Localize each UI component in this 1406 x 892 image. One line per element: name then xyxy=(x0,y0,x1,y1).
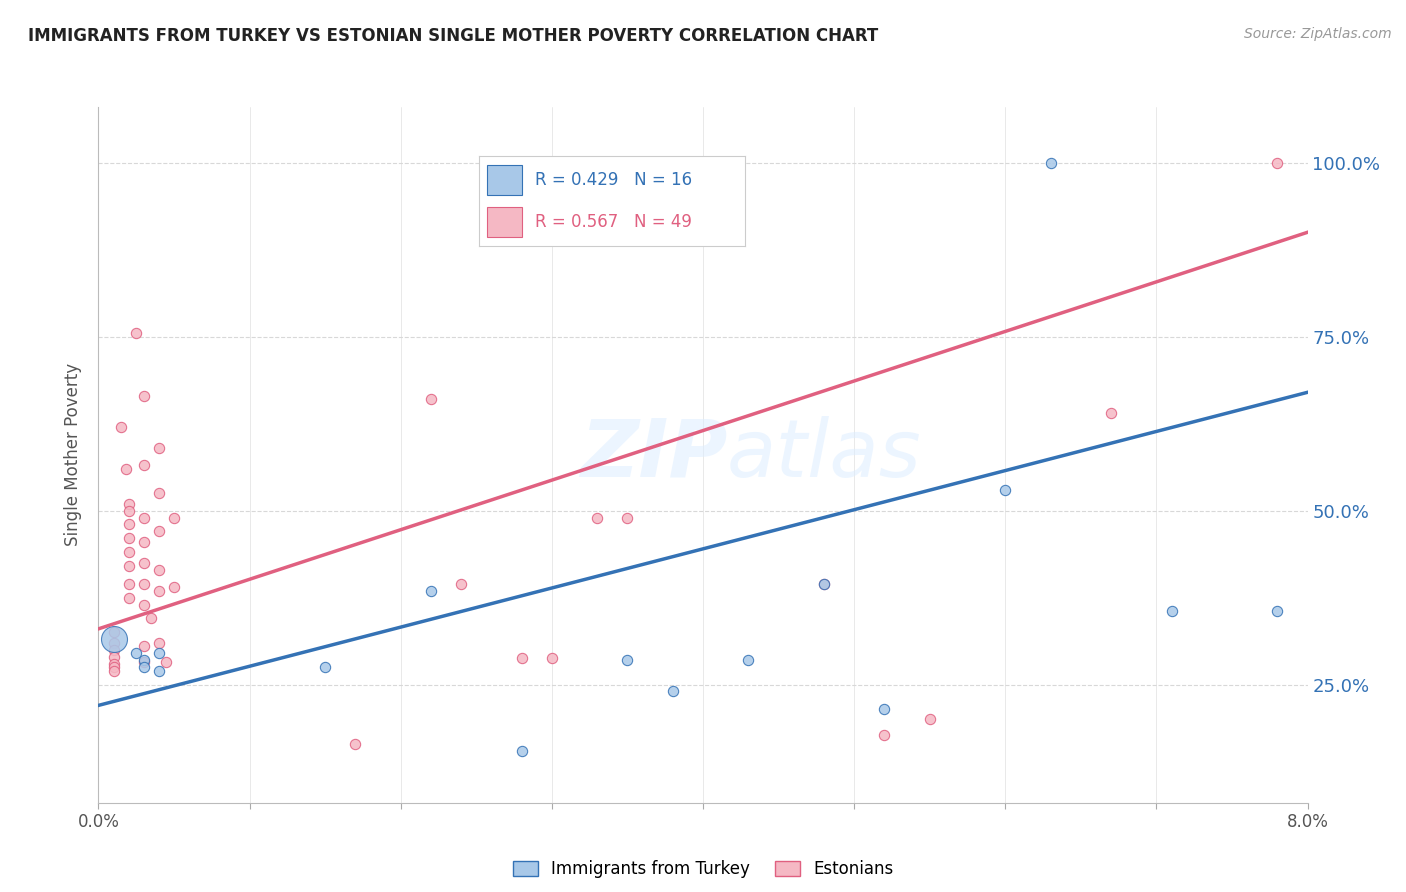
Point xyxy=(813,576,835,591)
Point xyxy=(132,556,155,570)
Point xyxy=(918,712,941,726)
Point xyxy=(1160,605,1182,619)
Point xyxy=(132,576,155,591)
Point xyxy=(873,728,896,742)
Point xyxy=(1267,155,1289,169)
Bar xyxy=(488,207,522,237)
Point xyxy=(163,580,186,594)
Point xyxy=(103,632,125,647)
Bar xyxy=(488,165,522,194)
Point xyxy=(118,503,141,517)
Point xyxy=(616,653,638,667)
Point xyxy=(1039,155,1062,169)
Point xyxy=(510,651,533,665)
Point xyxy=(132,655,155,669)
Point xyxy=(148,524,170,539)
Text: R = 0.567   N = 49: R = 0.567 N = 49 xyxy=(536,213,692,231)
Point xyxy=(103,636,125,650)
Point xyxy=(155,655,177,669)
Point xyxy=(103,660,125,674)
Point xyxy=(118,591,141,605)
Legend: Immigrants from Turkey, Estonians: Immigrants from Turkey, Estonians xyxy=(506,854,900,885)
Point xyxy=(103,664,125,678)
Point xyxy=(132,510,155,524)
Point xyxy=(103,625,125,640)
Point xyxy=(110,420,132,434)
Text: Source: ZipAtlas.com: Source: ZipAtlas.com xyxy=(1244,27,1392,41)
Point xyxy=(118,532,141,546)
Point xyxy=(148,636,170,650)
Point xyxy=(125,326,148,340)
Point xyxy=(118,545,141,559)
Point xyxy=(118,576,141,591)
Point xyxy=(994,483,1017,497)
Point xyxy=(132,639,155,653)
Point xyxy=(420,392,443,407)
Y-axis label: Single Mother Poverty: Single Mother Poverty xyxy=(65,363,83,547)
Point xyxy=(132,653,155,667)
Point xyxy=(344,737,367,751)
Point xyxy=(141,611,163,625)
Point xyxy=(1099,406,1122,420)
Point xyxy=(132,598,155,612)
Point xyxy=(450,576,472,591)
Point xyxy=(103,649,125,664)
Point xyxy=(813,576,835,591)
Point xyxy=(118,517,141,532)
Text: ZIP: ZIP xyxy=(579,416,727,494)
Point xyxy=(737,653,759,667)
Point xyxy=(1267,605,1289,619)
Point xyxy=(132,660,155,674)
Text: atlas: atlas xyxy=(727,416,922,494)
Point xyxy=(420,583,443,598)
Point xyxy=(118,497,141,511)
Point xyxy=(510,744,533,758)
Point xyxy=(314,660,336,674)
Point xyxy=(114,462,136,476)
Point xyxy=(163,510,186,524)
Point xyxy=(132,458,155,473)
Text: IMMIGRANTS FROM TURKEY VS ESTONIAN SINGLE MOTHER POVERTY CORRELATION CHART: IMMIGRANTS FROM TURKEY VS ESTONIAN SINGL… xyxy=(28,27,879,45)
Point xyxy=(541,651,564,665)
Point xyxy=(586,510,609,524)
Point xyxy=(148,664,170,678)
Point xyxy=(103,642,125,657)
Point xyxy=(148,563,170,577)
Point xyxy=(616,510,638,524)
Point xyxy=(873,702,896,716)
Point xyxy=(148,646,170,660)
Point xyxy=(118,559,141,574)
Point xyxy=(103,657,125,671)
Point xyxy=(132,534,155,549)
Point xyxy=(148,583,170,598)
Point xyxy=(125,646,148,660)
Point xyxy=(148,486,170,500)
Point xyxy=(148,441,170,455)
Text: R = 0.429   N = 16: R = 0.429 N = 16 xyxy=(536,171,692,189)
Point xyxy=(662,684,685,698)
Point xyxy=(132,389,155,403)
